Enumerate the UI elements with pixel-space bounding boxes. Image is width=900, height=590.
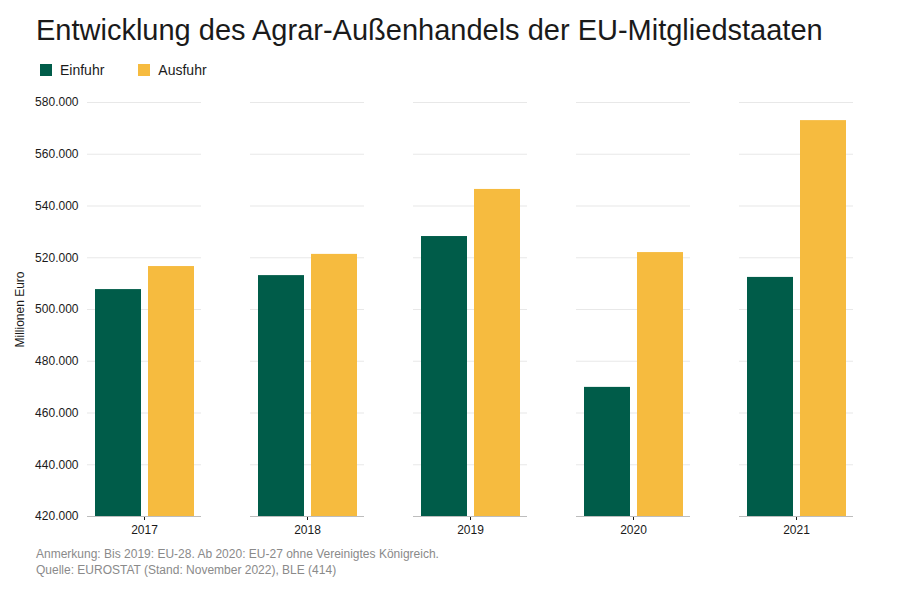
svg-text:480.000: 480.000	[35, 354, 79, 368]
svg-text:580.000: 580.000	[35, 95, 79, 109]
svg-text:2020: 2020	[620, 523, 647, 537]
html-text:Entwicklung des Agrar-Außenhan: Entwicklung des Agrar-Außenhandels der E…	[36, 14, 823, 46]
svg-text:Millionen Euro: Millionen Euro	[13, 271, 27, 347]
html-text:Anmerkung: Bis 2019: EU-28. Ab: Anmerkung: Bis 2019: EU-28. Ab 2020: EU-…	[36, 547, 439, 561]
svg-text:460.000: 460.000	[35, 406, 79, 420]
html-text:Ausfuhr: Ausfuhr	[158, 62, 207, 78]
svg-text:440.000: 440.000	[35, 458, 79, 472]
svg-text:2018: 2018	[294, 523, 321, 537]
svg-text:2021: 2021	[783, 523, 810, 537]
svg-text:2017: 2017	[131, 523, 158, 537]
svg-text:2019: 2019	[457, 523, 484, 537]
html-text:Einfuhr: Einfuhr	[60, 62, 105, 78]
html-text:Quelle: EUROSTAT (Stand: Novem: Quelle: EUROSTAT (Stand: November 2022),…	[36, 563, 337, 577]
svg-text:500.000: 500.000	[35, 302, 79, 316]
svg-text:540.000: 540.000	[35, 199, 79, 213]
svg-text:520.000: 520.000	[35, 251, 79, 265]
svg-text:560.000: 560.000	[35, 147, 79, 161]
svg-text:420.000: 420.000	[35, 509, 79, 523]
